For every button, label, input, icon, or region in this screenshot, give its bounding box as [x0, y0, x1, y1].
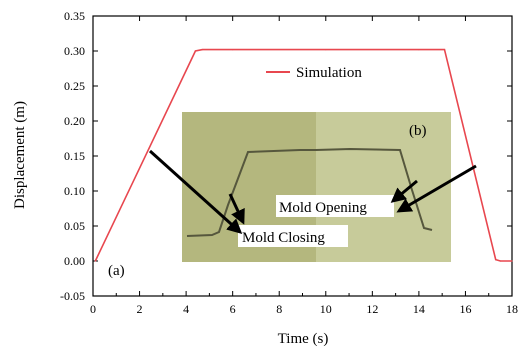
y-axis-title: Displacement (m): [12, 101, 28, 209]
y-tick-label: 0.10: [64, 184, 85, 198]
data-point: [94, 260, 96, 262]
closing-arrow-main: [148, 149, 243, 235]
x-tick-label: 10: [320, 302, 332, 316]
x-tick-label: 0: [90, 302, 96, 316]
x-tick-label: 4: [183, 302, 189, 316]
data-point: [201, 49, 204, 51]
experiment-photo-inset: Mold Opening Mold Closing (b): [182, 112, 451, 262]
legend: Simulation: [266, 65, 362, 81]
x-tick-label: 16: [459, 302, 471, 316]
opening-arrow-short: [390, 179, 418, 203]
mold-closing-label: Mold Closing: [242, 230, 325, 246]
y-tick-label: 0.00: [64, 254, 85, 268]
mold-opening-label-box: [276, 195, 394, 217]
x-tick-label: 6: [230, 302, 236, 316]
data-point: [232, 49, 234, 51]
legend-label: Simulation: [296, 65, 362, 81]
y-tick-label: 0.30: [64, 44, 85, 58]
series-line-simulation: [94, 48, 512, 262]
data-point: [418, 49, 420, 51]
annotation-arrows: [148, 149, 477, 235]
closing-arrow-short: [228, 193, 245, 225]
x-tick-label: 2: [137, 302, 143, 316]
y-tick-label: -0.05: [60, 289, 85, 303]
x-axis-title: Time (s): [278, 331, 329, 347]
y-tick-label: 0.35: [64, 9, 85, 23]
inset-trace: [186, 147, 433, 237]
x-tick-label: 8: [276, 302, 282, 316]
mold-opening-label: Mold Opening: [279, 200, 367, 216]
data-point: [511, 260, 513, 262]
y-tick-label: 0.05: [64, 219, 85, 233]
y-tick-label: 0.15: [64, 149, 85, 163]
data-point: [325, 49, 327, 51]
x-tick-label: 18: [506, 302, 518, 316]
series-layer: [94, 48, 513, 262]
opening-arrow-main: [396, 164, 477, 213]
x-tick-label: 14: [413, 302, 425, 316]
panel-label-b: (b): [409, 123, 427, 139]
data-point: [499, 260, 501, 262]
data-point: [495, 259, 497, 261]
mold-closing-label-box: [238, 225, 348, 247]
x-tick-label: 12: [366, 302, 378, 316]
data-point: [194, 50, 197, 52]
panel-label-a: (a): [108, 263, 125, 279]
y-tick-label: 0.20: [64, 114, 85, 128]
axes-frame: 0 2 4 6 8 10 12 14 16 18 -0.05 0.00 0.05 0.10 0.15 0.20…: [60, 9, 518, 316]
data-point: [443, 49, 446, 51]
y-tick-label: 0.25: [64, 79, 85, 93]
